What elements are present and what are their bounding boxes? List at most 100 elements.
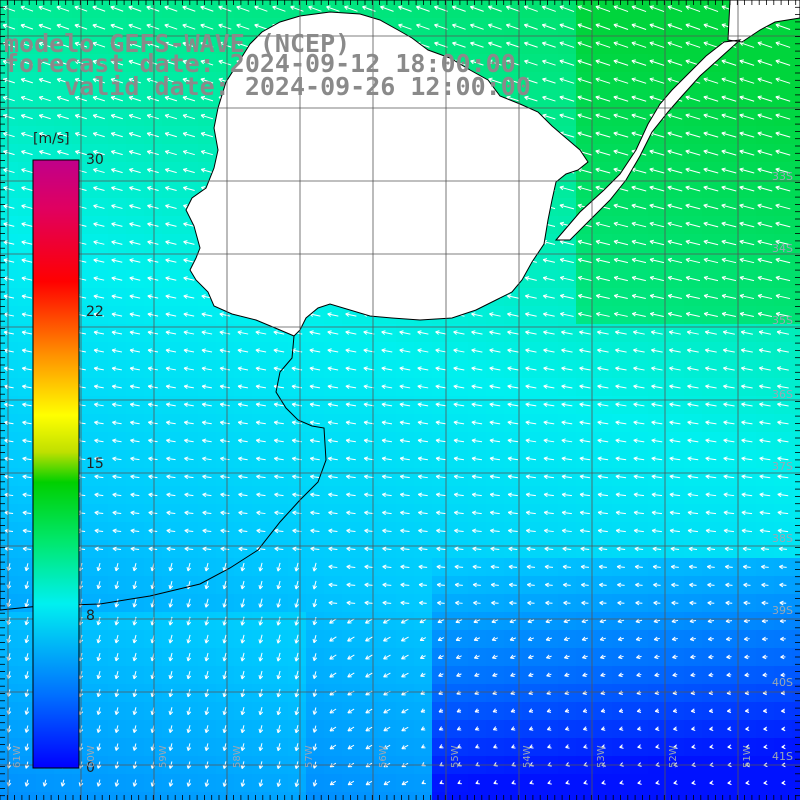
field-cell xyxy=(792,396,800,415)
field-cell xyxy=(162,684,181,703)
field-cell xyxy=(774,792,793,800)
wind-arrow xyxy=(146,5,160,12)
field-cell xyxy=(198,666,217,685)
wind-arrow xyxy=(577,59,593,66)
field-cell xyxy=(468,666,487,685)
wind-arrow xyxy=(703,41,719,48)
field-cell xyxy=(648,648,667,667)
field-cell xyxy=(90,576,109,595)
wind-arrow xyxy=(110,77,124,84)
wind-arrow xyxy=(164,5,178,12)
wind-arrow xyxy=(613,77,629,84)
wind-arrow xyxy=(506,77,520,84)
field-cell xyxy=(126,756,145,775)
wind-arrow xyxy=(541,5,556,12)
field-cell xyxy=(306,720,325,739)
field-cell xyxy=(396,648,415,667)
field-cell xyxy=(630,792,649,800)
field-cell xyxy=(756,684,775,703)
wind-arrow xyxy=(38,41,52,48)
wind-arrow xyxy=(380,5,394,12)
field-cell xyxy=(216,684,235,703)
field-cell xyxy=(198,612,217,631)
field-cell xyxy=(594,702,613,721)
field-cell xyxy=(306,738,325,757)
field-cell xyxy=(360,756,379,775)
wind-arrow xyxy=(164,41,178,48)
field-cell xyxy=(144,576,163,595)
field-cell xyxy=(180,738,199,757)
field-cell xyxy=(270,666,289,685)
field-cell xyxy=(684,702,703,721)
field-cell xyxy=(180,612,199,631)
wind-arrow xyxy=(613,41,629,48)
field-cell xyxy=(360,684,379,703)
wind-arrow xyxy=(20,41,34,48)
field-cell xyxy=(486,630,505,649)
wind-arrow xyxy=(577,77,593,84)
lon-label-52w: 52W xyxy=(668,745,679,768)
wind-arrow xyxy=(523,23,538,30)
field-cell xyxy=(738,666,757,685)
field-cell xyxy=(648,702,667,721)
field-cell xyxy=(324,666,343,685)
wind-arrow xyxy=(146,77,160,84)
wind-arrow xyxy=(488,59,502,66)
field-cell xyxy=(378,630,397,649)
field-cell xyxy=(144,630,163,649)
wind-arrow xyxy=(56,59,70,66)
wind-arrow xyxy=(38,95,51,102)
field-cell xyxy=(612,648,631,667)
field-cell xyxy=(234,666,253,685)
field-cell xyxy=(612,666,631,685)
field-cell xyxy=(162,576,181,595)
field-cell xyxy=(198,702,217,721)
field-cell xyxy=(360,612,379,631)
field-cell xyxy=(18,666,37,685)
wind-arrow xyxy=(110,41,124,48)
field-cell xyxy=(792,576,800,595)
field-cell xyxy=(324,702,343,721)
field-cell xyxy=(396,738,415,757)
field-cell xyxy=(594,684,613,703)
field-cell xyxy=(270,720,289,739)
field-cell xyxy=(198,792,217,800)
wind-arrow xyxy=(128,59,142,66)
field-cell xyxy=(108,774,127,793)
field-cell xyxy=(252,576,271,595)
wind-arrow xyxy=(559,77,575,84)
wind-arrow xyxy=(577,23,593,30)
field-cell xyxy=(504,630,523,649)
colorbar xyxy=(32,159,80,769)
field-cell xyxy=(126,666,145,685)
field-cell xyxy=(792,108,800,127)
field-cell xyxy=(792,486,800,505)
wind-arrow xyxy=(649,5,665,13)
field-cell xyxy=(270,630,289,649)
field-cell xyxy=(216,630,235,649)
wind-arrow xyxy=(20,23,34,30)
field-cell xyxy=(648,792,667,800)
field-cell xyxy=(54,792,73,800)
wind-arrow xyxy=(20,95,33,102)
field-cell xyxy=(540,630,559,649)
field-cell xyxy=(306,756,325,775)
field-cell xyxy=(666,702,685,721)
field-cell xyxy=(522,612,541,631)
field-cell xyxy=(504,684,523,703)
wind-arrow xyxy=(559,5,575,13)
wind-arrow xyxy=(470,59,484,66)
field-cell xyxy=(360,630,379,649)
lon-label-57w: 57W xyxy=(304,745,315,768)
lat-label-38s: 38S xyxy=(772,532,793,545)
field-cell xyxy=(126,738,145,757)
field-cell xyxy=(216,774,235,793)
field-cell xyxy=(36,774,55,793)
field-cell xyxy=(558,612,577,631)
field-cell xyxy=(468,612,487,631)
wind-arrow xyxy=(649,59,665,66)
field-cell xyxy=(252,756,271,775)
field-cell xyxy=(306,630,325,649)
field-cell xyxy=(288,720,307,739)
wind-arrow xyxy=(92,5,106,12)
